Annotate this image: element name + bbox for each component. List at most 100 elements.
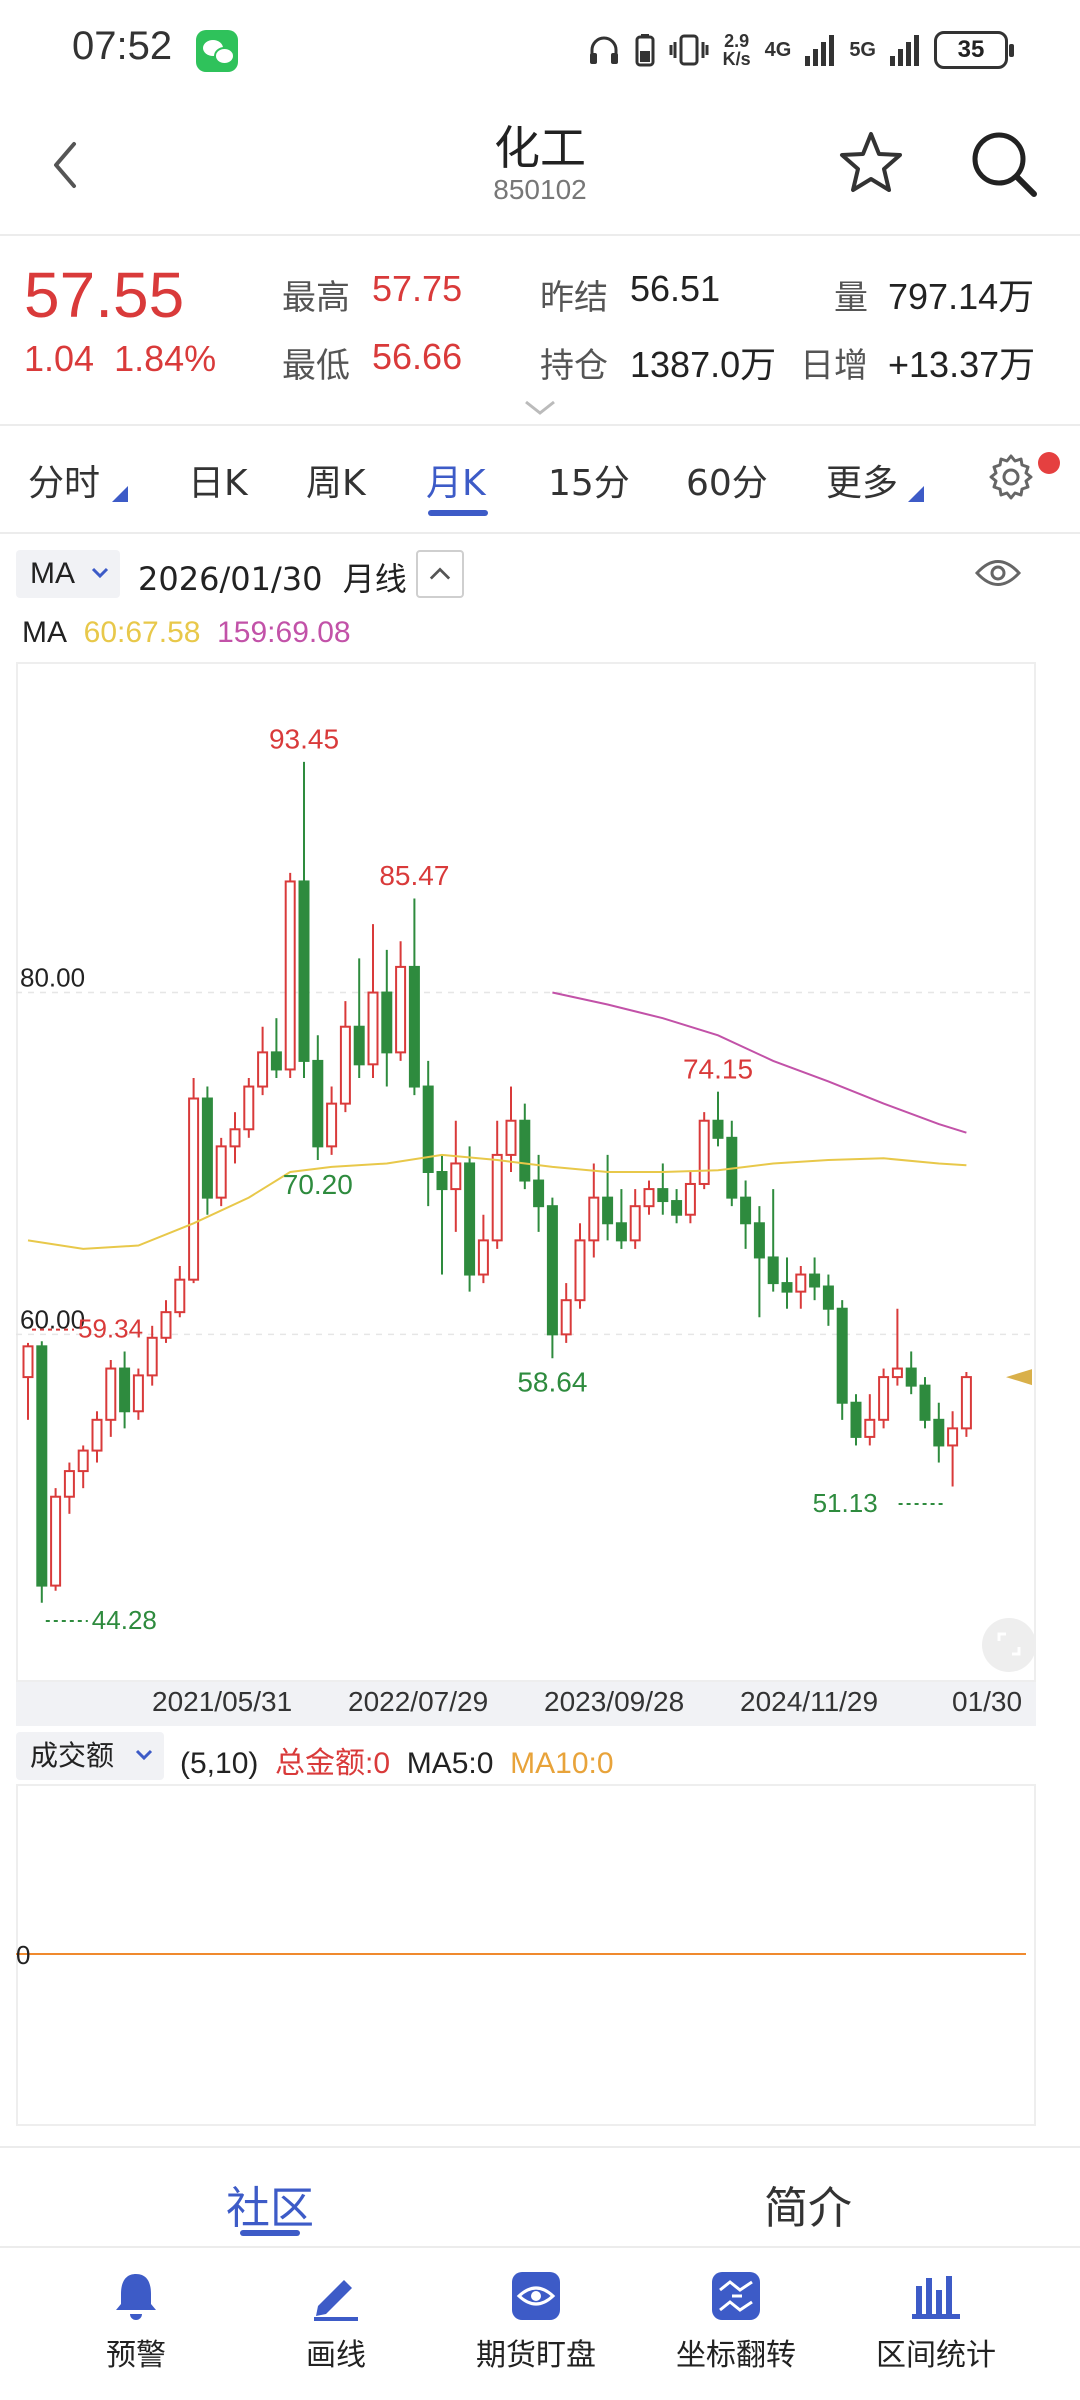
- candle-up: [643, 1180, 655, 1215]
- candle-body: [105, 1367, 117, 1421]
- bell-icon: [116, 2274, 156, 2320]
- candle-body: [643, 1188, 655, 1208]
- candle-body: [77, 1449, 89, 1473]
- candle-body: [588, 1196, 600, 1242]
- candle-body: [850, 1401, 862, 1438]
- candle-down: [436, 1154, 448, 1275]
- tool-label: 预警: [106, 2338, 166, 2373]
- candle-down: [533, 1154, 545, 1232]
- candle-up: [891, 1308, 903, 1386]
- volume-chart: 0: [16, 1784, 1036, 2126]
- tab-intro[interactable]: 简介: [764, 2183, 852, 2234]
- prev-settle-label: 昨结: [540, 278, 608, 318]
- prev-settle-value: 56.51: [630, 268, 721, 309]
- current-price-marker: [1006, 1369, 1032, 1386]
- eye-icon[interactable]: [974, 556, 1022, 590]
- gear-icon[interactable]: [986, 452, 1036, 502]
- tool-label: 画线: [306, 2338, 366, 2373]
- tab-week-k[interactable]: 周K: [306, 463, 366, 504]
- network-4g-label: 4G: [764, 38, 792, 61]
- star-icon[interactable]: [836, 128, 906, 198]
- candle-body: [781, 1282, 793, 1293]
- candle-up: [395, 941, 407, 1061]
- candle-down: [201, 1086, 213, 1215]
- candle-body: [740, 1196, 752, 1225]
- candle-body: [491, 1153, 503, 1242]
- candlestick-chart[interactable]: 80.00 60.00 93.45 85.47 70.20 74.15 58.64 59.34…: [16, 662, 1036, 1682]
- candle-body: [36, 1345, 48, 1587]
- annotation-label: 70.20: [283, 1169, 353, 1200]
- ma159-line: [552, 991, 967, 1134]
- candle-body: [353, 1025, 365, 1066]
- candle-body: [822, 1285, 834, 1310]
- candle-up: [684, 1172, 696, 1224]
- tab-day-k[interactable]: 日K: [188, 463, 248, 504]
- candle-body: [864, 1418, 876, 1438]
- tab-60-min[interactable]: 60分: [686, 463, 768, 504]
- alert-button[interactable]: 预警: [46, 2270, 226, 2390]
- range-stats-button[interactable]: 区间统计: [846, 2270, 1026, 2390]
- dropdown-corner-icon: [112, 486, 128, 502]
- candle-down: [408, 898, 420, 1096]
- candle-body: [270, 1051, 282, 1071]
- candle-down: [767, 1189, 779, 1292]
- candle-down: [781, 1257, 793, 1309]
- date-axis: 2021/05/31 2022/07/29 2023/09/28 2024/11…: [16, 1682, 1036, 1726]
- candle-up: [243, 1078, 255, 1138]
- candle-down: [615, 1189, 627, 1249]
- battery-icon: 35: [934, 31, 1014, 69]
- candle-up: [947, 1411, 959, 1487]
- draw-line-button[interactable]: 画线: [246, 2270, 426, 2390]
- back-icon[interactable]: [46, 140, 86, 190]
- tab-more[interactable]: 更多: [826, 463, 899, 504]
- indicator-select-value: MA: [30, 557, 75, 590]
- tool-label: 期货盯盘: [476, 2338, 596, 2373]
- annotation-label: 44.28: [92, 1605, 157, 1635]
- candle-body: [712, 1119, 724, 1139]
- candle-up: [574, 1223, 586, 1309]
- divider: [0, 424, 1080, 426]
- candle-up: [160, 1300, 172, 1343]
- candle-down: [919, 1377, 931, 1429]
- ma60-line: [27, 1153, 967, 1250]
- candle-body: [684, 1182, 696, 1216]
- price-change: 1.04 1.84%: [24, 338, 216, 380]
- low-label: 最低: [282, 346, 350, 386]
- headphones-icon: [589, 36, 618, 64]
- chevron-up-icon[interactable]: [416, 550, 464, 598]
- candle-body: [146, 1336, 158, 1377]
- tab-intraday[interactable]: 分时: [28, 463, 101, 504]
- indicator-select[interactable]: MA: [16, 550, 120, 598]
- tab-month-k[interactable]: 月K: [426, 463, 486, 504]
- candle-body: [657, 1188, 669, 1203]
- nav-header: 化工 850102: [0, 100, 1080, 236]
- wechat-icon: [196, 30, 238, 72]
- flip-axis-button[interactable]: 坐标翻转: [646, 2270, 826, 2390]
- candle-up: [588, 1163, 600, 1258]
- chart-date: 2026/01/30: [138, 560, 323, 598]
- volume-label: 量: [834, 278, 868, 318]
- search-icon[interactable]: [968, 128, 1040, 200]
- tab-community[interactable]: 社区: [226, 2183, 314, 2234]
- tab-15-min[interactable]: 15分: [548, 463, 630, 504]
- candle-up: [878, 1368, 890, 1429]
- chevron-down-icon[interactable]: [522, 398, 558, 418]
- high-label: 最高: [282, 278, 350, 318]
- low-value: 56.66: [372, 336, 463, 377]
- candle-body: [933, 1418, 945, 1447]
- fullscreen-button[interactable]: [982, 1618, 1036, 1672]
- candle-up: [105, 1360, 117, 1437]
- candle-body: [395, 965, 407, 1054]
- futures-watch-button[interactable]: 期货盯盘: [446, 2270, 626, 2390]
- bottom-tabs: 社区 简介: [0, 2146, 1080, 2248]
- candle-up: [284, 872, 296, 1078]
- candle-body: [574, 1239, 586, 1302]
- date-axis-label: 2021/05/31: [152, 1686, 293, 1717]
- ma159-value: 159:69.08: [217, 616, 351, 649]
- candle-up: [229, 1112, 241, 1164]
- candle-body: [132, 1374, 144, 1413]
- volume-indicator-select[interactable]: 成交额: [16, 1732, 164, 1780]
- candle-up: [63, 1462, 75, 1514]
- chart-date-label: 2026/01/30 月线: [138, 554, 407, 600]
- eye-icon: [512, 2272, 560, 2320]
